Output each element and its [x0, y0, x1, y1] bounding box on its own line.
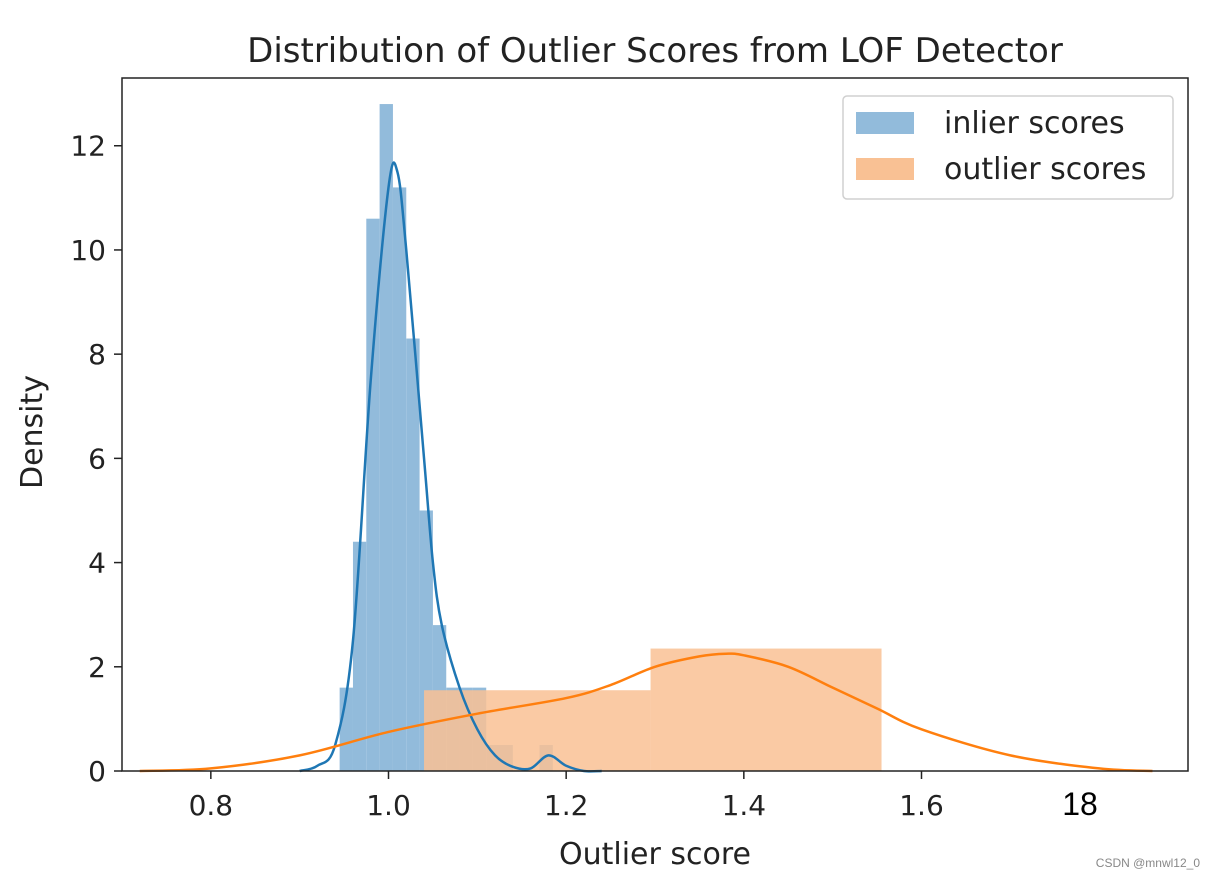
y-tick-label: 6: [88, 442, 106, 475]
x-tick-label: 0.8: [189, 789, 234, 822]
x-tick-label: 1.0: [366, 789, 411, 822]
y-tick-label: 12: [70, 130, 106, 163]
legend-box: [842, 95, 1174, 200]
x-axis-label: Outlier score: [559, 837, 751, 872]
chart-title: Distribution of Outlier Scores from LOF …: [247, 31, 1063, 71]
legend-swatch-outlier: [856, 158, 914, 180]
hist-bar-inlier-5: [406, 338, 420, 771]
x-tick-label: 1.2: [544, 789, 589, 822]
x-tick-label: 1.6: [899, 789, 944, 822]
y-axis: 0 2 4 6 8 10 12: [70, 130, 122, 788]
kde-line-outlier: [139, 652, 1153, 773]
y-tick-label: 0: [88, 755, 106, 788]
y-tick-label: 4: [88, 547, 106, 580]
y-tick-label: 2: [88, 651, 106, 684]
x-tick-label: 1.4: [722, 789, 767, 822]
axes-frame: [121, 77, 1189, 772]
hist-bar-inlier-1: [352, 541, 367, 771]
kde-line-inlier: [299, 161, 602, 773]
hist-bar-outlier-1: [650, 648, 882, 771]
legend-label-inlier: inlier scores: [944, 106, 1125, 141]
extra-annotation: 18: [1062, 786, 1098, 822]
legend: inlier scores outlier scores: [842, 95, 1174, 200]
hist-bar-inlier-2: [366, 218, 380, 771]
legend-label-outlier: outlier scores: [944, 152, 1146, 187]
x-axis: 0.8 1.0 1.2 1.4 1.6: [189, 771, 944, 822]
plot-area: [139, 104, 1153, 773]
y-tick-label: 10: [70, 234, 106, 267]
y-tick-label: 8: [88, 338, 106, 371]
watermark: CSDN @mnwl12_0: [1095, 856, 1200, 870]
legend-swatch-inlier: [856, 112, 914, 134]
y-axis-label: Density: [15, 375, 50, 489]
hist-bar-inlier-3: [379, 104, 393, 772]
hist-bar-inlier-4: [392, 187, 407, 772]
